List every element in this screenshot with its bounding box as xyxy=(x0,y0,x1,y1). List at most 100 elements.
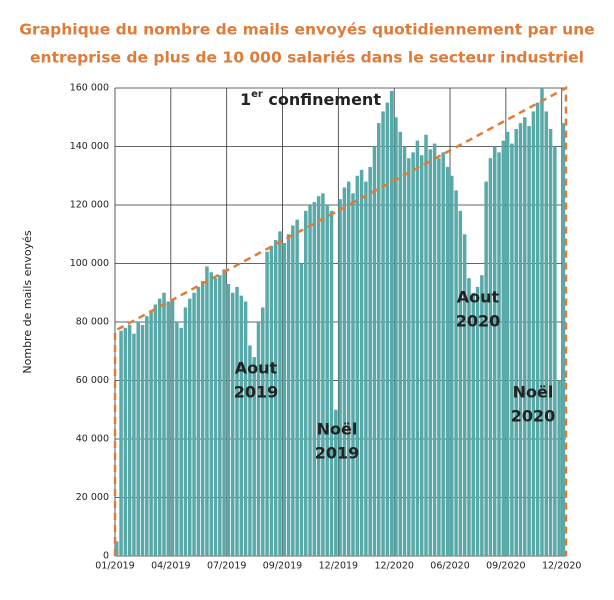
bar xyxy=(437,158,441,556)
bars xyxy=(115,88,566,557)
y-tick-label: 160 000 xyxy=(70,83,109,94)
y-tick-label: 40 000 xyxy=(76,434,109,445)
annotation: Aout xyxy=(235,359,278,378)
bar xyxy=(291,225,295,556)
bar xyxy=(553,146,557,556)
bar xyxy=(548,128,553,556)
bar xyxy=(368,166,372,556)
chart-title: entreprise de plus de 10 000 salariés da… xyxy=(30,49,584,67)
bar xyxy=(561,123,566,556)
x-tick-label: 12/2020 xyxy=(542,561,581,572)
bar xyxy=(338,199,342,556)
bar xyxy=(256,322,261,556)
bar xyxy=(303,210,308,556)
bar xyxy=(462,234,467,556)
bar xyxy=(377,123,381,556)
bar xyxy=(484,181,488,556)
annotation-part: er xyxy=(251,89,263,100)
bar xyxy=(428,149,433,557)
bar xyxy=(488,158,493,556)
bar xyxy=(415,140,420,556)
bar xyxy=(230,292,235,556)
annotation: 2019 xyxy=(315,444,360,463)
bar xyxy=(316,196,321,556)
bar xyxy=(351,193,355,557)
bar xyxy=(432,143,437,556)
bar xyxy=(364,181,368,556)
annotation-part: confinement xyxy=(263,90,381,109)
bar xyxy=(140,324,145,556)
annotation: Noël xyxy=(513,383,554,402)
y-axis-label: Nombre de mails envoyés xyxy=(21,230,34,374)
bar xyxy=(471,292,475,556)
bar xyxy=(450,175,454,556)
bar xyxy=(261,307,265,556)
bar xyxy=(235,286,239,556)
bar xyxy=(518,123,523,556)
bar xyxy=(308,205,312,556)
bar xyxy=(136,322,140,556)
overlay: 1er confinement Aout 2019 Noël 2019 Aout 2020 N… xyxy=(113,85,568,556)
bar xyxy=(119,330,123,556)
bar xyxy=(265,251,269,557)
annotation: 1er confinement xyxy=(240,89,381,109)
bar xyxy=(222,269,226,556)
bar xyxy=(441,152,445,556)
bar xyxy=(394,117,398,556)
x-tick-label: 06/2020 xyxy=(430,561,469,572)
bar xyxy=(226,283,231,556)
y-tick-label: 100 000 xyxy=(70,258,109,269)
bar xyxy=(179,327,183,556)
bar xyxy=(510,143,514,556)
bar xyxy=(389,90,394,557)
x-tick-label: 04/2019 xyxy=(151,561,190,572)
bar xyxy=(381,111,385,557)
bar xyxy=(205,266,209,556)
annotation: Noël xyxy=(317,420,358,439)
bar xyxy=(514,128,518,556)
bar xyxy=(527,126,531,557)
y-tick-label: 120 000 xyxy=(70,200,109,211)
bar xyxy=(544,111,549,557)
bar xyxy=(192,292,196,556)
bar xyxy=(127,324,132,556)
annotation: 2020 xyxy=(511,407,556,426)
bar xyxy=(282,243,287,556)
y-tick-label: 140 000 xyxy=(70,141,109,152)
annotation: 2020 xyxy=(456,312,501,331)
y-tick-label: 60 000 xyxy=(76,375,109,386)
bar xyxy=(458,210,463,556)
x-tick-label: 09/2020 xyxy=(486,561,525,572)
bar xyxy=(269,245,274,556)
bar xyxy=(467,278,471,556)
bar xyxy=(175,322,179,556)
bar xyxy=(523,117,527,556)
bar xyxy=(385,102,390,556)
bar xyxy=(372,146,377,556)
bar xyxy=(424,134,428,557)
bar xyxy=(278,231,282,556)
bar xyxy=(123,327,128,556)
bar xyxy=(157,298,162,556)
x-tick-label: 07/2019 xyxy=(207,561,246,572)
y-tick-label: 20 000 xyxy=(76,492,109,503)
bar xyxy=(196,286,201,556)
bar xyxy=(162,292,166,556)
bar xyxy=(480,275,484,556)
bar xyxy=(321,193,325,557)
bar xyxy=(492,146,497,556)
bar xyxy=(402,146,407,556)
bar xyxy=(497,152,501,556)
bar xyxy=(145,316,149,556)
bar xyxy=(475,286,480,556)
bar xyxy=(252,357,256,556)
bar xyxy=(334,409,338,556)
x-tick-label: 12/2020 xyxy=(374,561,413,572)
bar xyxy=(445,166,450,556)
y-tick-label: 0 xyxy=(103,551,109,562)
annotation: Aout xyxy=(457,288,500,307)
bar xyxy=(188,298,192,556)
bar xyxy=(355,175,360,556)
annotation-part: 1 xyxy=(240,90,251,109)
